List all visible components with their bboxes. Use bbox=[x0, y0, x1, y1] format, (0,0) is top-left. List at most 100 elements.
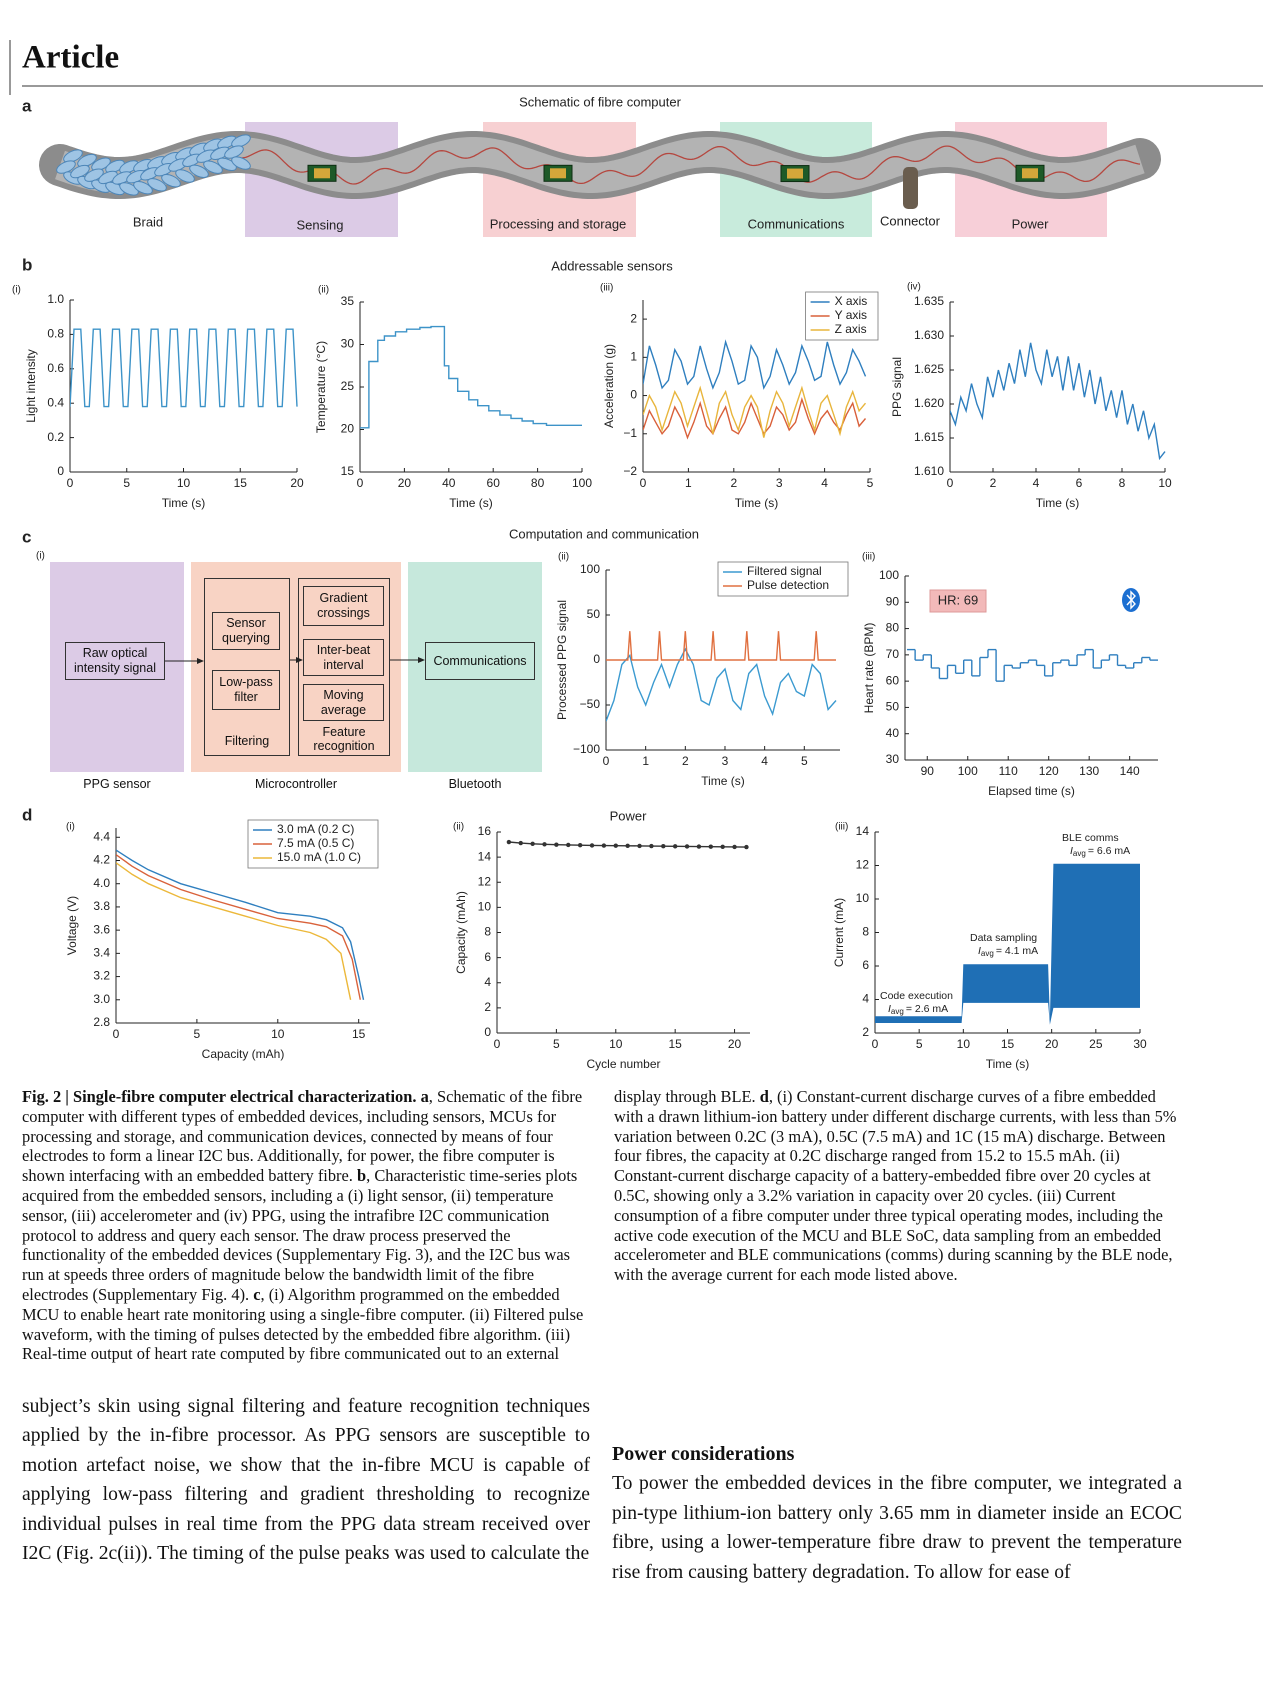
y-tick-label: 90 bbox=[886, 594, 900, 608]
x-tick-label: 15 bbox=[1001, 1037, 1015, 1051]
x-tick-label: 4 bbox=[761, 754, 768, 768]
x-tick-label: 10 bbox=[177, 476, 191, 490]
y-tick-label: 0.8 bbox=[47, 327, 64, 341]
y-tick-label: 4 bbox=[484, 975, 491, 989]
y-axis-label: Current (mA) bbox=[832, 898, 846, 967]
section-title: Addressable sensors bbox=[551, 258, 673, 273]
y-tick-label: 4.2 bbox=[93, 853, 110, 867]
point bbox=[577, 842, 583, 848]
y-tick-label: 6 bbox=[484, 950, 491, 964]
formula-subscript: avg bbox=[891, 1007, 904, 1016]
y-tick-label: 0 bbox=[57, 464, 64, 478]
y-tick-label: 100 bbox=[580, 562, 600, 576]
sub-panel: (iii) bbox=[835, 822, 848, 833]
y-tick-label: 1.620 bbox=[914, 396, 944, 410]
panel-letter: c bbox=[22, 527, 31, 546]
legend-label: 7.5 mA (0.5 C) bbox=[277, 836, 354, 850]
formula-value: = 6.6 mA bbox=[1088, 845, 1130, 857]
point bbox=[744, 844, 749, 850]
caption-panel-letter: a bbox=[420, 1087, 429, 1106]
y-tick-label: 14 bbox=[856, 824, 870, 838]
figure: Article a b c d Schematic of fibre compu… bbox=[9, 40, 1263, 1071]
x-tick-label: 10 bbox=[271, 1027, 285, 1041]
plot-area bbox=[950, 342, 1166, 461]
x-tick-label: 100 bbox=[572, 476, 592, 490]
schematic-label: Communications bbox=[748, 216, 845, 231]
braid-strand bbox=[161, 174, 181, 188]
caption-panel-letter: b bbox=[357, 1166, 367, 1186]
x-tick-label: 10 bbox=[1158, 476, 1172, 490]
bluetooth-icon bbox=[1122, 588, 1140, 612]
caption-text: , (i) Algorithm programmed on the embedd… bbox=[22, 1087, 756, 1364]
paragraph: subject’s skin using signal filtering an… bbox=[22, 1396, 590, 1565]
braid-strand bbox=[77, 153, 97, 168]
x-axis-label: Capacity (mAh) bbox=[202, 1047, 285, 1061]
legend-label: 15.0 mA (1.0 C) bbox=[277, 850, 361, 864]
braid-strand bbox=[91, 157, 111, 171]
mcu-region bbox=[191, 562, 401, 772]
y-tick-label: 10 bbox=[478, 900, 492, 914]
panel-letter: b bbox=[22, 255, 32, 274]
y-axis-label: PPG signal bbox=[890, 357, 904, 417]
x-tick-label: 25 bbox=[1089, 1037, 1103, 1051]
x-axis-label: Time (s) bbox=[449, 496, 493, 510]
y-tick-label: 12 bbox=[856, 858, 870, 872]
point bbox=[625, 843, 630, 849]
x-tick-label: 5 bbox=[553, 1037, 560, 1051]
legend-label: Z axis bbox=[835, 322, 867, 336]
x-tick-label: 140 bbox=[1120, 764, 1140, 778]
x-tick-label: 6 bbox=[1076, 476, 1083, 490]
x-axis-label: Cycle number bbox=[586, 1057, 660, 1071]
y-tick-label: 35 bbox=[341, 294, 355, 308]
x-tick-label: 10 bbox=[957, 1037, 971, 1051]
paragraph: To power the embedded devices in the fib… bbox=[612, 1473, 1182, 1583]
x-tick-label: 2 bbox=[990, 476, 997, 490]
y-tick-label: 3.8 bbox=[93, 899, 110, 913]
y-tick-label: 12 bbox=[478, 874, 492, 888]
legend-label: Pulse detection bbox=[747, 578, 829, 592]
y-tick-label: 15 bbox=[341, 464, 355, 478]
body-left: subject’s skin using signal filtering an… bbox=[22, 1392, 590, 1568]
plot-area bbox=[70, 328, 298, 408]
point bbox=[720, 844, 725, 850]
legend-label: X axis bbox=[835, 294, 868, 308]
panel-letter: d bbox=[22, 805, 32, 824]
step-box: Moving average bbox=[303, 684, 384, 721]
y-tick-label: 1.610 bbox=[914, 464, 944, 478]
step-box: Gradient crossings bbox=[303, 586, 384, 626]
sub-panel: (i) bbox=[12, 285, 21, 296]
y-tick-label: 1.625 bbox=[914, 362, 944, 376]
group-label: Feature recognition bbox=[313, 725, 375, 753]
y-tick-label: −100 bbox=[573, 742, 600, 756]
caption-text: , Characteristic time-series plots acqui… bbox=[22, 1166, 578, 1304]
braid-strand bbox=[147, 178, 167, 192]
x-tick-label: 0 bbox=[947, 476, 954, 490]
y-tick-label: 4 bbox=[862, 992, 869, 1006]
x-tick-label: 40 bbox=[442, 476, 456, 490]
point bbox=[661, 843, 666, 849]
y-tick-label: −2 bbox=[623, 464, 637, 478]
x-tick-label: 5 bbox=[801, 754, 808, 768]
y-tick-label: 2.8 bbox=[93, 1015, 110, 1029]
point bbox=[708, 844, 714, 849]
caption-title: Fig. 2 | Single-fibre computer electrica… bbox=[22, 1087, 417, 1106]
x-tick-label: 20 bbox=[398, 476, 412, 490]
annotation-formula: Iavg = 2.6 mA bbox=[888, 1003, 948, 1016]
legend-label: Y axis bbox=[835, 308, 867, 322]
series-line bbox=[116, 854, 361, 1000]
formula-symbol: I bbox=[978, 945, 981, 957]
x-tick-label: 0 bbox=[640, 476, 647, 490]
y-tick-label: 20 bbox=[341, 422, 355, 436]
x-tick-label: 5 bbox=[916, 1037, 923, 1051]
x-tick-label: 15 bbox=[234, 476, 248, 490]
y-tick-label: 3.4 bbox=[93, 946, 110, 960]
panel-letter: a bbox=[22, 96, 32, 115]
legend-label: 3.0 mA (0.2 C) bbox=[277, 822, 354, 836]
y-tick-label: 0.2 bbox=[47, 430, 64, 444]
y-tick-label: 14 bbox=[478, 849, 492, 863]
sub-panel: (iv) bbox=[907, 282, 921, 293]
caption-text: , (i) Constant-current discharge curves … bbox=[614, 1087, 1177, 1285]
x-tick-label: 0 bbox=[67, 476, 74, 490]
sub-panel: (ii) bbox=[453, 822, 464, 833]
